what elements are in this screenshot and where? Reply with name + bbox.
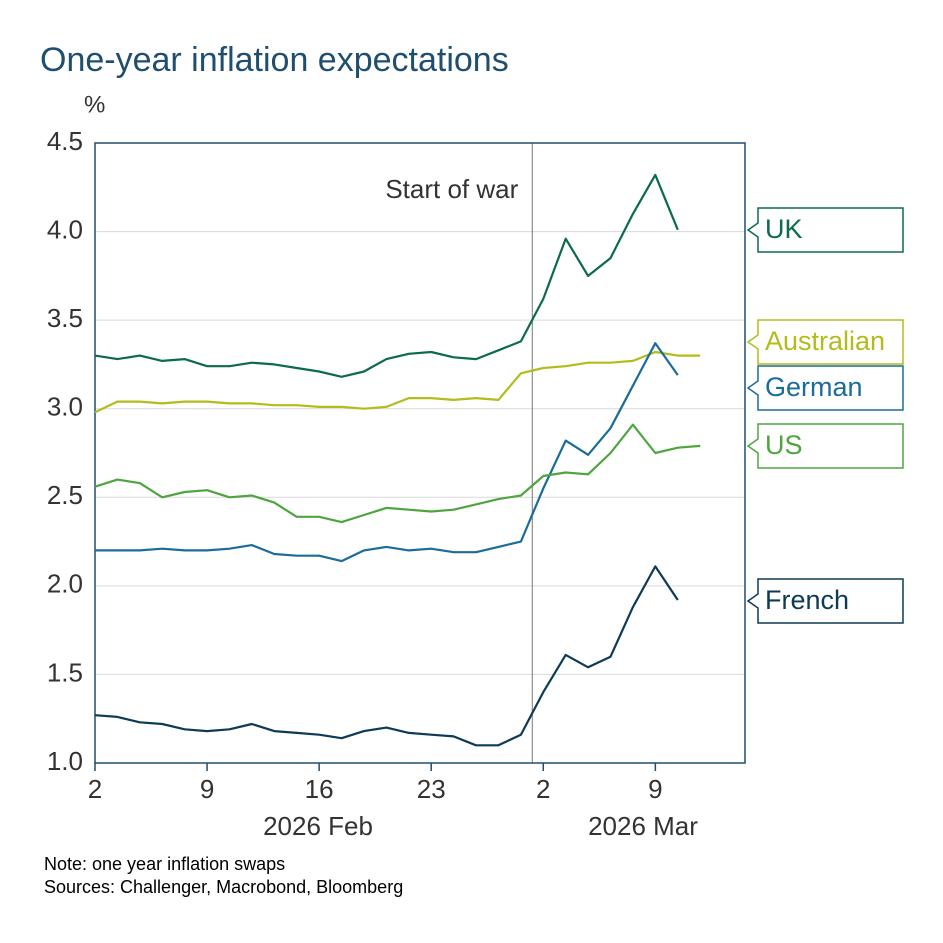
- x-tick-label: 23: [417, 774, 446, 804]
- y-tick-label: 1.0: [47, 746, 83, 776]
- legend-label: Australian: [765, 326, 885, 356]
- sources: Sources: Challenger, Macrobond, Bloomber…: [44, 877, 403, 897]
- series-line: [94, 350, 701, 414]
- y-tick-label: 4.5: [47, 126, 83, 156]
- x-tick-label: 9: [648, 774, 662, 804]
- legend-label: UK: [765, 214, 803, 244]
- plot-border: [94, 142, 746, 764]
- x-tick-label: 2: [88, 774, 102, 804]
- month-label: 2026 Mar: [588, 811, 698, 841]
- x-tick-label: 9: [200, 774, 214, 804]
- y-tick-label: 3.0: [47, 392, 83, 422]
- legend-box: [746, 319, 904, 365]
- y-tick-label: 2.5: [47, 480, 83, 510]
- annotation: Start of war: [385, 174, 518, 204]
- chart-title: One-year inflation expectations: [40, 41, 509, 79]
- legend-box: [746, 578, 904, 624]
- series-line: [95, 342, 679, 563]
- legend-box: [746, 423, 904, 469]
- legend-label: French: [765, 585, 849, 615]
- month-label: 2026 Feb: [263, 811, 373, 841]
- legend-box: [746, 207, 904, 253]
- series-line: [94, 565, 679, 747]
- x-tick-label: 2: [536, 774, 550, 804]
- legend-label: German: [765, 372, 863, 402]
- y-unit: %: [84, 91, 105, 118]
- y-tick-label: 1.5: [47, 657, 83, 687]
- legend-box: [746, 365, 904, 411]
- x-tick-label: 16: [305, 774, 334, 804]
- y-tick-label: 2.0: [47, 569, 83, 599]
- y-tick-label: 3.5: [47, 303, 83, 333]
- legend-label: US: [765, 430, 803, 460]
- note: Note: one year inflation swaps: [44, 854, 285, 874]
- series-line: [94, 173, 679, 378]
- y-tick-label: 4.0: [47, 214, 83, 244]
- series-line: [94, 423, 701, 524]
